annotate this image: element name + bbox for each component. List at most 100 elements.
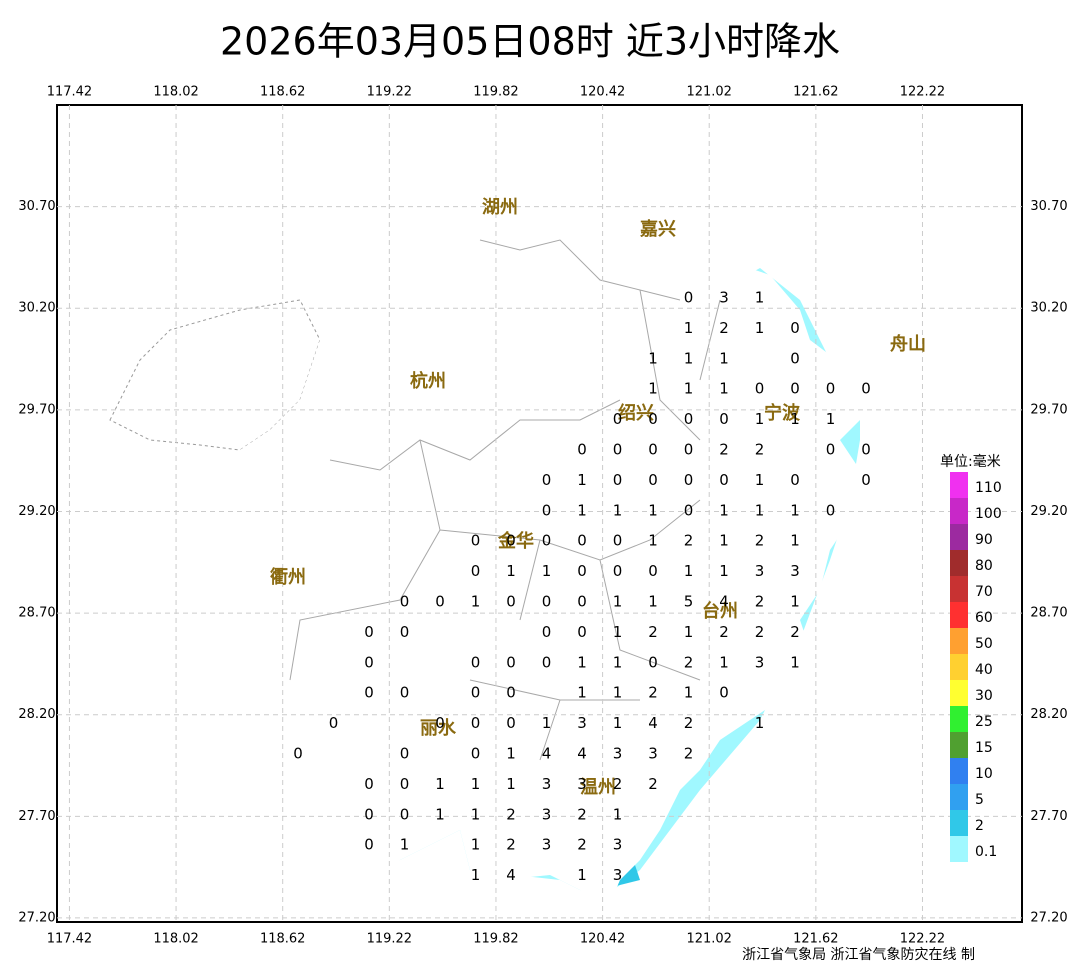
legend-label: 40 [975, 662, 993, 678]
station-value: 0 [471, 714, 481, 732]
station-value: 2 [719, 623, 729, 641]
station-value: 3 [613, 836, 623, 854]
x-tick-label: 119.82 [473, 932, 519, 947]
station-value: 2 [613, 775, 623, 793]
station-value: 2 [684, 653, 694, 671]
station-value: 0 [542, 501, 552, 519]
x-tick-label: 117.42 [47, 85, 93, 100]
station-value: 0 [506, 532, 516, 550]
station-value: 1 [790, 593, 800, 611]
y-tick-label: 29.70 [18, 402, 55, 417]
station-value: 1 [506, 775, 516, 793]
station-value: 1 [542, 714, 552, 732]
station-value: 1 [684, 623, 694, 641]
station-value: 3 [613, 866, 623, 884]
legend-swatch [950, 498, 968, 524]
city-label: 金华 [497, 530, 534, 552]
station-value: 2 [755, 532, 765, 550]
city-label: 衢州 [270, 566, 306, 588]
y-tick-label: 27.20 [1030, 910, 1067, 925]
station-value: 2 [577, 836, 587, 854]
station-value: 4 [506, 866, 516, 884]
legend-swatch [950, 732, 968, 758]
station-value: 0 [400, 593, 410, 611]
station-value: 0 [435, 714, 445, 732]
station-value: 4 [577, 745, 587, 763]
city-label: 舟山 [890, 333, 926, 355]
legend-swatch [950, 602, 968, 628]
legend-swatch [950, 576, 968, 602]
legend-label: 110 [975, 480, 1002, 496]
station-value: 0 [577, 623, 587, 641]
legend-swatch [950, 810, 968, 836]
station-value: 0 [755, 380, 765, 398]
station-value: 1 [648, 593, 658, 611]
y-tick-label: 27.70 [1030, 809, 1067, 824]
station-value: 0 [577, 441, 587, 459]
station-value: 0 [613, 441, 623, 459]
station-value: 1 [719, 380, 729, 398]
station-value: 0 [364, 623, 374, 641]
legend-label: 90 [975, 532, 993, 548]
y-tick-label: 28.20 [1030, 707, 1067, 722]
station-value: 1 [684, 684, 694, 702]
station-value: 0 [648, 410, 658, 428]
station-value: 2 [719, 319, 729, 337]
city-label: 丽水 [420, 717, 457, 739]
city-label: 温州 [580, 777, 616, 798]
station-value: 0 [400, 805, 410, 823]
legend-swatch [950, 706, 968, 732]
station-value: 2 [755, 441, 765, 459]
x-tick-label: 122.22 [900, 85, 946, 100]
station-value: 1 [435, 775, 445, 793]
station-value: 0 [790, 471, 800, 489]
station-value: 2 [790, 623, 800, 641]
station-value: 1 [790, 653, 800, 671]
station-value: 0 [577, 532, 587, 550]
station-value: 0 [684, 289, 694, 307]
station-value: 1 [506, 745, 516, 763]
station-value: 1 [790, 410, 800, 428]
station-value: 0 [542, 623, 552, 641]
station-value: 1 [613, 593, 623, 611]
station-value: 3 [542, 775, 552, 793]
legend-label: 30 [975, 688, 993, 704]
station-value: 1 [613, 623, 623, 641]
station-value: 1 [471, 866, 481, 884]
station-value: 0 [542, 593, 552, 611]
station-value: 0 [648, 562, 658, 580]
legend-swatch [950, 784, 968, 810]
station-value: 0 [861, 441, 871, 459]
station-value: 2 [684, 745, 694, 763]
city-label: 绍兴 [618, 402, 654, 424]
station-value: 3 [577, 775, 587, 793]
x-tick-label: 120.42 [580, 85, 626, 100]
station-value: 3 [542, 836, 552, 854]
station-value: 0 [471, 684, 481, 702]
station-value: 1 [826, 410, 836, 428]
station-value: 1 [613, 805, 623, 823]
y-tick-label: 29.20 [1030, 504, 1067, 519]
station-value: 4 [648, 714, 658, 732]
station-value: 0 [542, 653, 552, 671]
station-value: 0 [826, 380, 836, 398]
station-value: 3 [755, 562, 765, 580]
station-value: 3 [648, 745, 658, 763]
x-tick-label: 119.82 [473, 85, 519, 100]
station-value: 2 [506, 805, 516, 823]
station-value: 0 [613, 562, 623, 580]
y-tick-label: 28.70 [1030, 606, 1067, 621]
station-value: 0 [364, 805, 374, 823]
station-value: 0 [542, 471, 552, 489]
station-value: 0 [790, 349, 800, 367]
x-tick-label: 121.02 [686, 932, 732, 947]
station-value: 1 [684, 349, 694, 367]
station-value: 2 [755, 623, 765, 641]
y-tick-label: 29.20 [18, 504, 55, 519]
station-value: 0 [684, 410, 694, 428]
station-value: 0 [471, 745, 481, 763]
station-value: 0 [400, 684, 410, 702]
station-value: 1 [471, 775, 481, 793]
station-value: 0 [364, 775, 374, 793]
station-value: 2 [648, 775, 658, 793]
